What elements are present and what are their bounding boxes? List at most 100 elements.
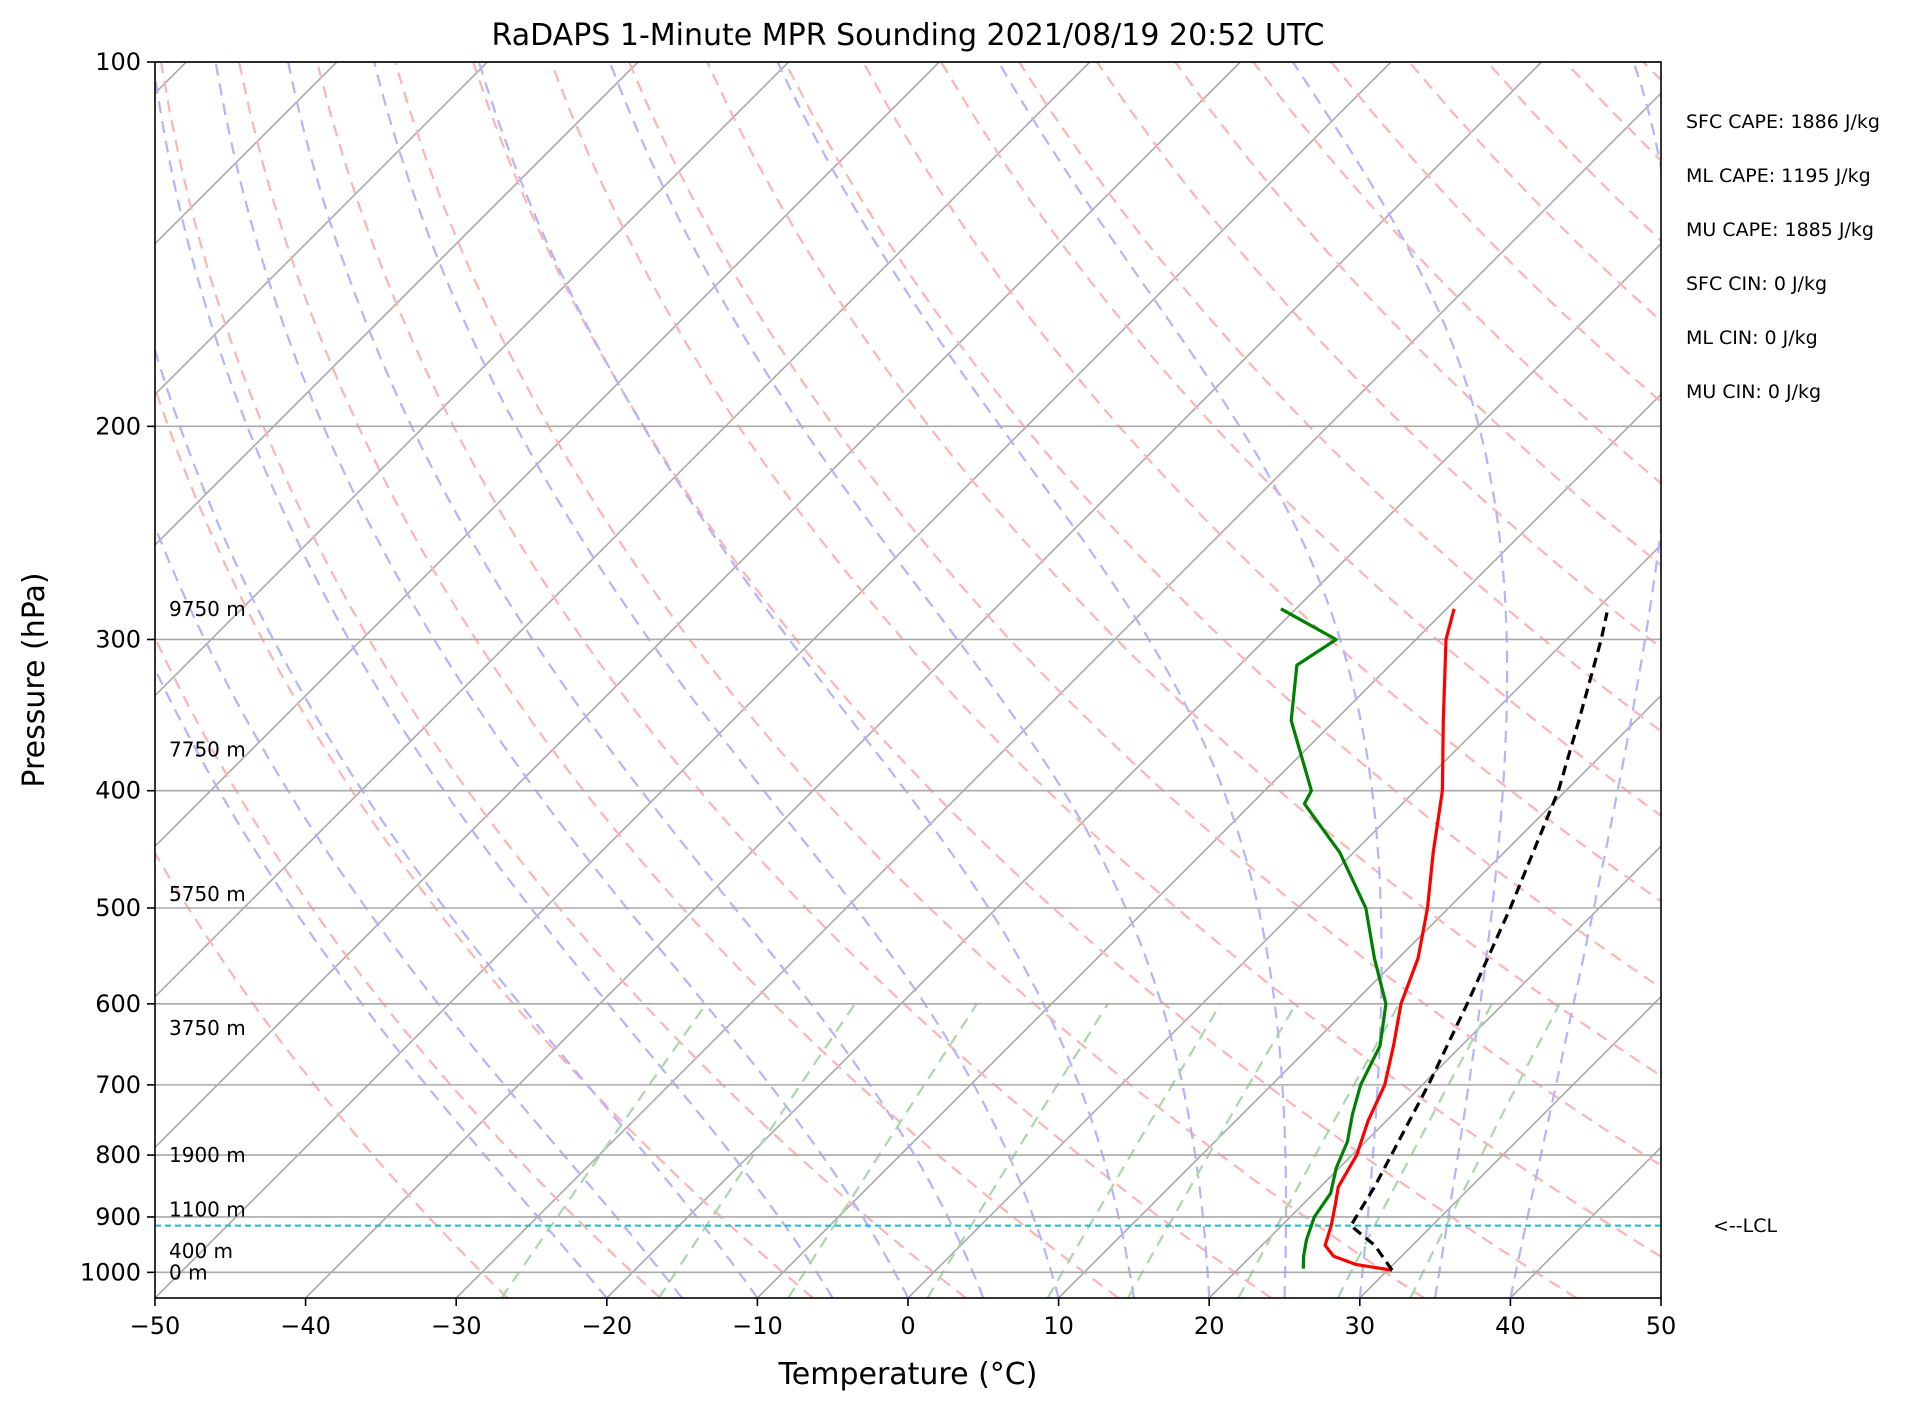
axes-frame <box>154 61 1662 1299</box>
dry-adiabat-line <box>160 62 967 1298</box>
stat-sfc-cin: SFC CIN: 0 J/kg <box>1686 273 1828 295</box>
x-tick-label: −20 <box>581 1312 632 1340</box>
moist-adiabat-line <box>155 346 759 1298</box>
dry-adiabat-line <box>550 62 1661 1258</box>
mixing-ratio-line <box>657 1003 856 1298</box>
x-tick-label: −30 <box>431 1312 482 1340</box>
y-tick-label: 900 <box>95 1203 141 1231</box>
isotherm-line <box>155 62 1091 998</box>
x-tick-label: 40 <box>1495 1312 1526 1340</box>
isotherm-line <box>155 62 639 547</box>
isotherm-line <box>907 543 1661 1298</box>
isotherm-line <box>155 62 488 396</box>
moist-adiabat-line <box>155 666 608 1298</box>
mixing-ratio-line <box>1409 1003 1561 1298</box>
y-axis-label: Pressure (hPa) <box>17 572 52 787</box>
height-label: 1100 m <box>169 1197 246 1221</box>
mixing-ratio-line <box>926 1003 1109 1298</box>
mixing-ratio-line <box>787 1003 978 1298</box>
moist-adiabat-line <box>1291 62 1509 1298</box>
moist-adiabat-line <box>997 62 1383 1298</box>
y-tick-label: 200 <box>95 412 141 440</box>
dry-adiabat-line <box>1096 62 1661 650</box>
y-tick-label: 500 <box>95 894 141 922</box>
x-tick-label: −10 <box>732 1312 783 1340</box>
dry-adiabat-line <box>784 62 1661 990</box>
mixing-ratio-line <box>500 1003 708 1298</box>
height-label: 0 m <box>169 1260 208 1284</box>
lcl-label: <--LCL <box>1713 1215 1778 1237</box>
x-tick-label: 30 <box>1345 1312 1376 1340</box>
height-label: 1900 m <box>169 1143 246 1167</box>
plot-frame <box>154 61 1662 1299</box>
y-tick-label: 400 <box>95 777 141 805</box>
dry-adiabat-line <box>155 851 509 1298</box>
dry-adiabat-line <box>862 62 1661 903</box>
stat-mu-cape: MU CAPE: 1885 J/kg <box>1686 219 1874 241</box>
isotherm-line <box>455 92 1661 1298</box>
parcel-path-line <box>1349 612 1609 1272</box>
dry-adiabat-line <box>316 62 1272 1298</box>
moist-adiabat-line <box>608 62 1211 1298</box>
x-axis-ticks: −50 −40 −30 −20 −10 0 10 20 30 40 50 <box>130 1298 1677 1340</box>
x-tick-label: 50 <box>1646 1312 1677 1340</box>
isotherm-line <box>1359 995 1661 1298</box>
y-tick-label: 300 <box>95 625 141 653</box>
isotherm-line <box>305 62 1543 1298</box>
dry-adiabat-line <box>940 62 1661 818</box>
chart-title: RaDAPS 1-Minute MPR Sounding 2021/08/19 … <box>492 18 1325 53</box>
stat-ml-cape: ML CAPE: 1195 J/kg <box>1686 165 1871 187</box>
dry-adiabat-line <box>394 62 1425 1298</box>
moist-adiabat-line <box>477 62 1135 1298</box>
temperature-profile-line <box>1323 608 1456 1272</box>
mixing-ratio-line <box>1237 1003 1401 1298</box>
y-tick-label: 700 <box>95 1071 141 1099</box>
y-tick-label: 1000 <box>80 1258 141 1286</box>
moist-adiabat-line <box>1509 62 1661 1298</box>
dry-adiabat-line <box>472 62 1578 1298</box>
isotherm-line <box>155 62 1241 1149</box>
dry-adiabat-line <box>238 62 1120 1298</box>
y-tick-label: 800 <box>95 1141 141 1169</box>
isotherm-line <box>155 62 1392 1298</box>
dry-adiabat-line <box>706 62 1661 1078</box>
height-label: 7750 m <box>169 738 246 762</box>
isotherm-line <box>1208 845 1661 1298</box>
moist-adiabat-line <box>155 523 683 1298</box>
height-labels: 9750 m 7750 m 5750 m 3750 m 1900 m 1100 m 400 … <box>169 597 246 1285</box>
dewpoint-profile-line <box>1280 607 1388 1269</box>
sounding-profiles <box>1280 607 1609 1272</box>
dry-adiabat-line <box>628 62 1661 1167</box>
isotherm-line <box>155 62 790 697</box>
height-label: 9750 m <box>169 597 246 621</box>
mixing-ratio-line <box>1127 1003 1297 1298</box>
moist-adiabat-line <box>214 62 909 1298</box>
moist-adiabat-line <box>155 67 834 1298</box>
x-axis-label: Temperature (°C) <box>778 1357 1038 1392</box>
x-tick-label: −50 <box>130 1312 181 1340</box>
stability-stats: SFC CAPE: 1886 J/kg ML CAPE: 1195 J/kg M… <box>1686 100 1916 424</box>
dry-adiabat-line <box>1018 62 1661 733</box>
moist-adiabat-line <box>373 62 1060 1298</box>
moist-adiabat-line <box>287 62 985 1298</box>
height-label: 400 m <box>169 1239 233 1263</box>
isotherm-line <box>1058 694 1661 1298</box>
mixing-ratio-line <box>1336 1003 1493 1298</box>
y-tick-label: 100 <box>95 48 141 76</box>
x-tick-label: 20 <box>1194 1312 1225 1340</box>
mixing-ratio-line <box>1046 1003 1222 1298</box>
x-tick-label: 0 <box>900 1312 915 1340</box>
height-label: 5750 m <box>169 882 246 906</box>
y-tick-label: 600 <box>95 990 141 1018</box>
stat-mu-cin: MU CIN: 0 J/kg <box>1686 381 1822 403</box>
background-lines <box>155 62 1661 1298</box>
stat-ml-cin: ML CIN: 0 J/kg <box>1686 327 1818 349</box>
x-tick-label: −40 <box>280 1312 331 1340</box>
moist-adiabat-line <box>776 62 1288 1298</box>
dry-adiabat-line <box>155 635 662 1298</box>
isotherm-line <box>606 242 1661 1298</box>
height-label: 3750 m <box>169 1016 246 1040</box>
y-axis-ticks: 100 200 300 400 500 600 700 800 900 1000 <box>80 48 155 1286</box>
